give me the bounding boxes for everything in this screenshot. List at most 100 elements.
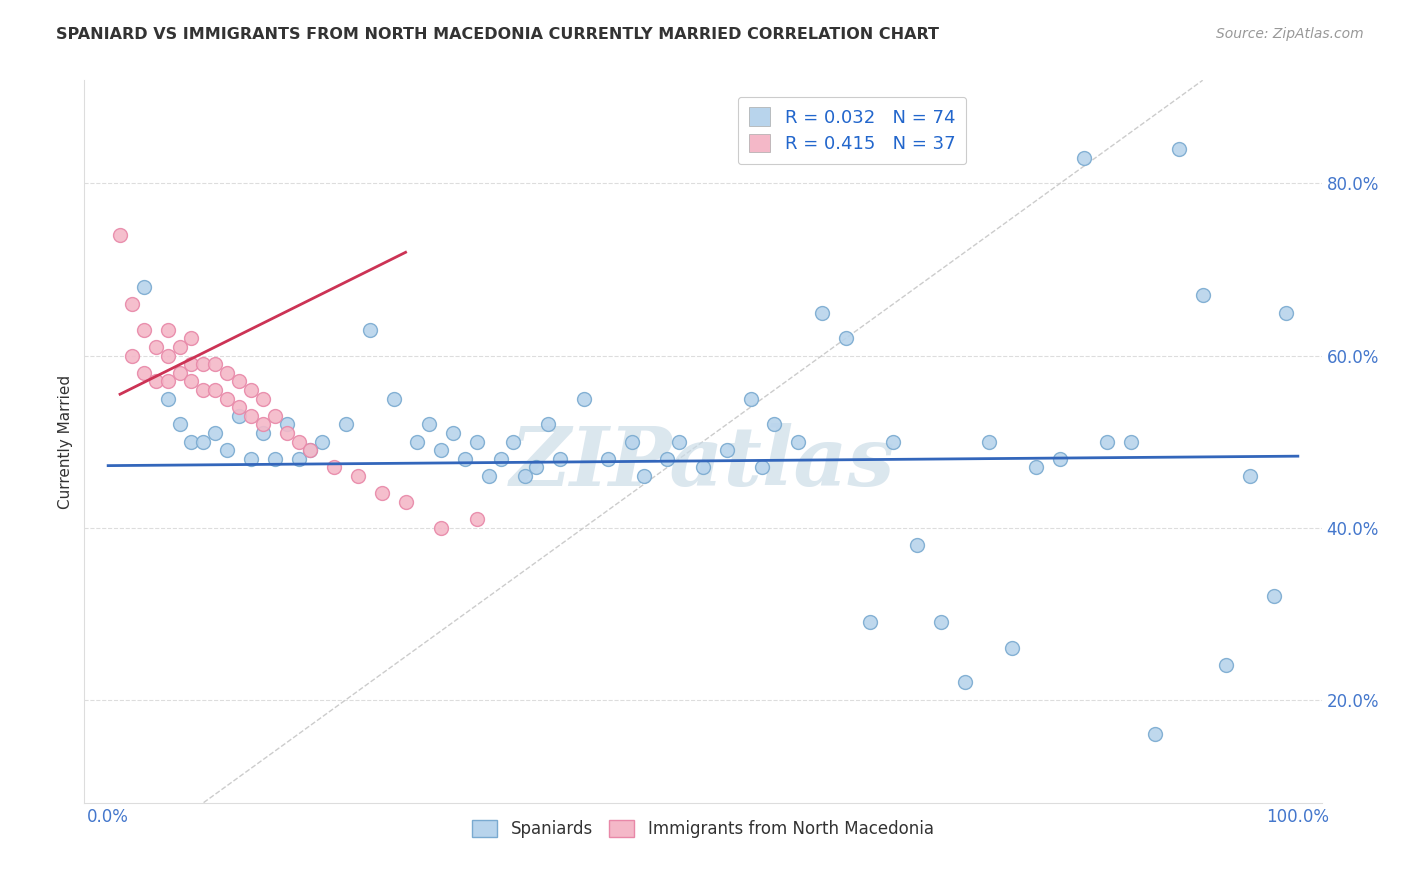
Point bbox=[657, 451, 679, 466]
Point bbox=[1263, 590, 1285, 604]
Point bbox=[217, 366, 239, 380]
Point bbox=[465, 512, 488, 526]
Point bbox=[1049, 451, 1071, 466]
Point bbox=[1275, 305, 1298, 319]
Point bbox=[905, 538, 928, 552]
Point bbox=[276, 425, 298, 440]
Point bbox=[299, 443, 322, 458]
Point bbox=[204, 383, 226, 397]
Point bbox=[121, 297, 143, 311]
Point bbox=[335, 417, 357, 432]
Point bbox=[180, 331, 202, 345]
Y-axis label: Currently Married: Currently Married bbox=[58, 375, 73, 508]
Point bbox=[716, 443, 738, 458]
Point bbox=[204, 357, 226, 371]
Point bbox=[156, 375, 179, 389]
Point bbox=[1073, 151, 1095, 165]
Point bbox=[953, 675, 976, 690]
Point bbox=[430, 520, 453, 534]
Point bbox=[526, 460, 548, 475]
Point bbox=[548, 451, 571, 466]
Point bbox=[620, 434, 643, 449]
Point bbox=[811, 305, 834, 319]
Legend: Spaniards, Immigrants from North Macedonia: Spaniards, Immigrants from North Macedon… bbox=[465, 814, 941, 845]
Point bbox=[359, 323, 381, 337]
Point bbox=[239, 451, 262, 466]
Point bbox=[132, 366, 155, 380]
Point bbox=[692, 460, 714, 475]
Point bbox=[217, 392, 239, 406]
Point bbox=[323, 460, 346, 475]
Point bbox=[145, 375, 167, 389]
Point bbox=[1144, 727, 1167, 741]
Point bbox=[537, 417, 560, 432]
Point bbox=[1239, 469, 1261, 483]
Point bbox=[382, 392, 405, 406]
Point bbox=[252, 425, 274, 440]
Point bbox=[1167, 142, 1189, 156]
Point bbox=[299, 443, 322, 458]
Point bbox=[193, 357, 215, 371]
Point bbox=[478, 469, 501, 483]
Point bbox=[1025, 460, 1047, 475]
Point bbox=[465, 434, 488, 449]
Point bbox=[406, 434, 429, 449]
Point bbox=[239, 409, 262, 423]
Point bbox=[108, 228, 131, 243]
Point bbox=[180, 357, 202, 371]
Point bbox=[252, 417, 274, 432]
Point bbox=[1001, 640, 1024, 655]
Point bbox=[1215, 658, 1237, 673]
Point bbox=[169, 417, 191, 432]
Point bbox=[193, 383, 215, 397]
Point bbox=[180, 434, 202, 449]
Point bbox=[156, 392, 179, 406]
Point bbox=[572, 392, 595, 406]
Point bbox=[502, 434, 524, 449]
Point bbox=[228, 400, 250, 414]
Text: SPANIARD VS IMMIGRANTS FROM NORTH MACEDONIA CURRENTLY MARRIED CORRELATION CHART: SPANIARD VS IMMIGRANTS FROM NORTH MACEDO… bbox=[56, 27, 939, 42]
Point bbox=[156, 349, 179, 363]
Point bbox=[132, 279, 155, 293]
Point bbox=[751, 460, 773, 475]
Point bbox=[287, 434, 309, 449]
Point bbox=[193, 434, 215, 449]
Point bbox=[252, 392, 274, 406]
Point bbox=[740, 392, 762, 406]
Text: Source: ZipAtlas.com: Source: ZipAtlas.com bbox=[1216, 27, 1364, 41]
Point bbox=[787, 434, 810, 449]
Text: ZIPatlas: ZIPatlas bbox=[510, 423, 896, 503]
Point bbox=[1097, 434, 1119, 449]
Point bbox=[430, 443, 453, 458]
Point bbox=[668, 434, 690, 449]
Point bbox=[1191, 288, 1213, 302]
Point bbox=[217, 443, 239, 458]
Point bbox=[441, 425, 464, 440]
Point bbox=[489, 451, 512, 466]
Point bbox=[347, 469, 370, 483]
Point bbox=[371, 486, 394, 500]
Point bbox=[180, 375, 202, 389]
Point bbox=[763, 417, 786, 432]
Point bbox=[882, 434, 904, 449]
Point bbox=[977, 434, 1000, 449]
Point bbox=[156, 323, 179, 337]
Point bbox=[276, 417, 298, 432]
Point bbox=[169, 340, 191, 354]
Point bbox=[311, 434, 333, 449]
Point bbox=[454, 451, 477, 466]
Point bbox=[394, 494, 416, 508]
Point bbox=[513, 469, 536, 483]
Point bbox=[929, 615, 952, 630]
Point bbox=[121, 349, 143, 363]
Point bbox=[418, 417, 440, 432]
Point bbox=[596, 451, 619, 466]
Point bbox=[287, 451, 309, 466]
Point bbox=[1121, 434, 1143, 449]
Point bbox=[263, 409, 285, 423]
Point bbox=[835, 331, 858, 345]
Point bbox=[169, 366, 191, 380]
Point bbox=[633, 469, 655, 483]
Point bbox=[858, 615, 880, 630]
Point bbox=[239, 383, 262, 397]
